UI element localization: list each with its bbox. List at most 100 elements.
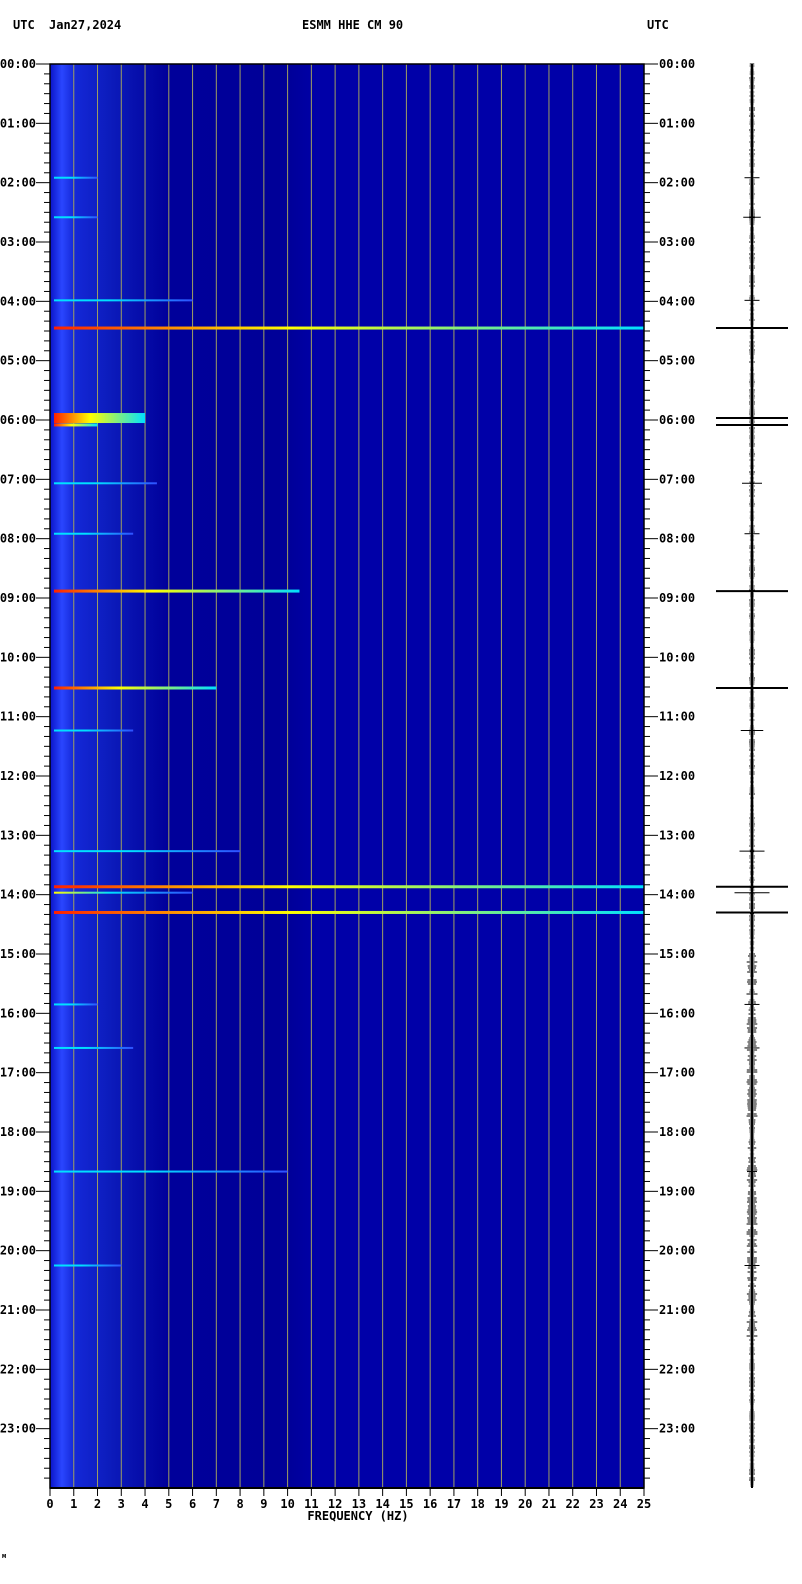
x-tick-label: 5 (165, 1497, 172, 1511)
y-tick-label-left: 10:00 (0, 650, 36, 664)
x-tick-label: 8 (236, 1497, 243, 1511)
y-tick-label-right: 20:00 (659, 1244, 695, 1258)
x-tick-label: 14 (375, 1497, 389, 1511)
event-band (54, 1264, 122, 1267)
y-tick-label-right: 03:00 (659, 235, 695, 249)
y-tick-label-left: 23:00 (0, 1422, 36, 1436)
x-tick-label: 17 (447, 1497, 461, 1511)
event-mark (54, 176, 98, 179)
y-tick-label-left: 22:00 (0, 1362, 36, 1376)
x-tick-label: 9 (260, 1497, 267, 1511)
x-axis-label: FREQUENCY (HZ) (307, 1509, 408, 1523)
x-tick-label: 24 (613, 1497, 627, 1511)
event-mark (54, 1046, 134, 1049)
y-tick-label-right: 04:00 (659, 294, 695, 308)
event-band (54, 216, 98, 219)
event-band (54, 729, 134, 732)
y-tick-label-right: 16:00 (659, 1006, 695, 1020)
y-tick-label-right: 05:00 (659, 354, 695, 368)
x-tick-label: 19 (494, 1497, 508, 1511)
y-tick-label-right: 10:00 (659, 650, 695, 664)
event-band (54, 885, 644, 889)
y-tick-label-left: 14:00 (0, 888, 36, 902)
spectrogram-background (50, 64, 644, 1488)
x-tick-label: 13 (352, 1497, 366, 1511)
event-band (54, 1170, 288, 1173)
date-label: Jan27,2024 (49, 18, 122, 32)
event-band (54, 850, 241, 853)
event-band (54, 686, 217, 690)
y-tick-label-left: 15:00 (0, 947, 36, 961)
y-tick-label-left: 09:00 (0, 591, 36, 605)
event-mark (54, 299, 193, 302)
event-band (54, 413, 146, 424)
event-mark (54, 686, 217, 690)
x-tick-label: 16 (423, 1497, 437, 1511)
y-tick-label-left: 20:00 (0, 1244, 36, 1258)
x-tick-label: 25 (637, 1497, 651, 1511)
y-tick-label-left: 21:00 (0, 1303, 36, 1317)
y-tick-label-left: 00:00 (0, 57, 36, 71)
event-band (54, 1003, 98, 1006)
x-tick-label: 15 (399, 1497, 413, 1511)
y-tick-label-left: 05:00 (0, 354, 36, 368)
event-mark (54, 216, 98, 219)
y-tick-label-right: 19:00 (659, 1184, 695, 1198)
y-tick-label-right: 18:00 (659, 1125, 695, 1139)
y-tick-label-left: 16:00 (0, 1006, 36, 1020)
y-tick-label-right: 13:00 (659, 828, 695, 842)
y-tick-label-right: 15:00 (659, 947, 695, 961)
x-tick-label: 1 (70, 1497, 77, 1511)
y-tick-label-right: 17:00 (659, 1066, 695, 1080)
event-mark (54, 729, 134, 732)
right-timezone-label: UTC (647, 18, 669, 32)
y-tick-label-right: 07:00 (659, 472, 695, 486)
event-band (54, 299, 193, 302)
left-timezone-label: UTC (13, 18, 35, 32)
x-tick-label: 20 (518, 1497, 532, 1511)
y-tick-label-left: 18:00 (0, 1125, 36, 1139)
x-tick-label: 18 (470, 1497, 484, 1511)
x-tick-label: 22 (565, 1497, 579, 1511)
event-mark (54, 1003, 98, 1006)
event-mark (54, 326, 644, 330)
event-mark (54, 423, 98, 427)
y-tick-label-left: 17:00 (0, 1066, 36, 1080)
y-tick-label-left: 12:00 (0, 769, 36, 783)
x-tick-label: 7 (213, 1497, 220, 1511)
y-tick-label-right: 22:00 (659, 1362, 695, 1376)
event-mark (54, 532, 134, 535)
y-tick-label-left: 02:00 (0, 176, 36, 190)
y-tick-label-left: 13:00 (0, 828, 36, 842)
x-tick-label: 21 (542, 1497, 556, 1511)
y-tick-label-left: 06:00 (0, 413, 36, 427)
x-tick-label: 3 (118, 1497, 125, 1511)
event-band (54, 423, 98, 427)
event-band (54, 891, 193, 894)
y-tick-label-left: 03:00 (0, 235, 36, 249)
event-mark (54, 885, 644, 889)
y-tick-label-right: 14:00 (659, 888, 695, 902)
y-tick-label-left: 01:00 (0, 116, 36, 130)
y-tick-label-left: 07:00 (0, 472, 36, 486)
event-band (54, 589, 300, 593)
y-tick-label-right: 06:00 (659, 413, 695, 427)
y-tick-label-left: 04:00 (0, 294, 36, 308)
footer-mark: м (2, 1552, 7, 1560)
x-tick-label: 11 (304, 1497, 318, 1511)
x-tick-label: 2 (94, 1497, 101, 1511)
event-mark (54, 482, 157, 485)
y-tick-label-right: 21:00 (659, 1303, 695, 1317)
y-tick-label-right: 01:00 (659, 116, 695, 130)
event-band (54, 482, 157, 485)
y-tick-label-right: 09:00 (659, 591, 695, 605)
y-tick-label-left: 19:00 (0, 1184, 36, 1198)
event-band (54, 326, 644, 330)
x-tick-label: 12 (328, 1497, 342, 1511)
event-mark (54, 1264, 122, 1267)
y-tick-label-left: 11:00 (0, 710, 36, 724)
x-tick-label: 23 (589, 1497, 603, 1511)
event-band (54, 532, 134, 535)
y-tick-label-right: 00:00 (659, 57, 695, 71)
